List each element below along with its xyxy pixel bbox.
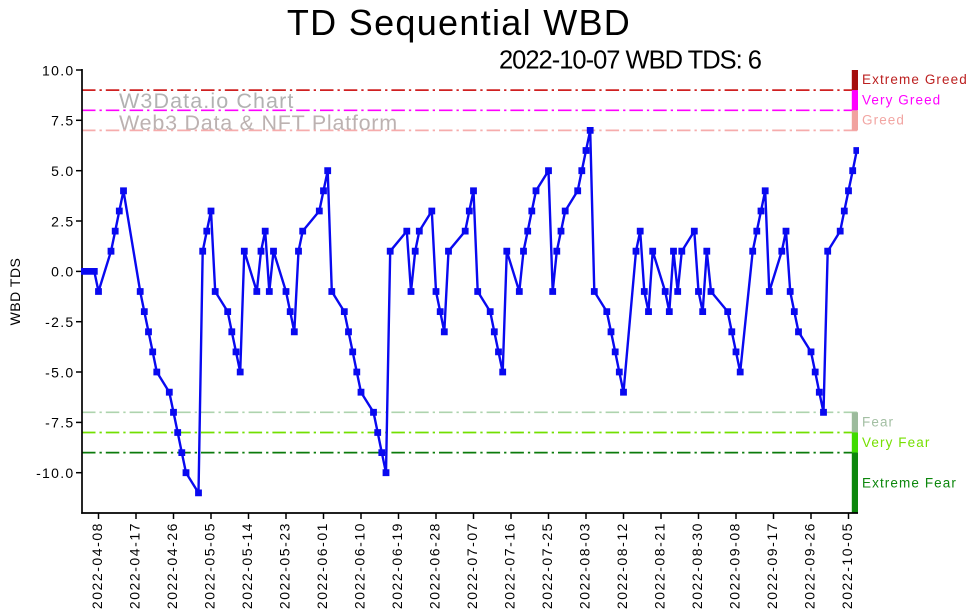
svg-text:10.0: 10.0 (42, 62, 74, 78)
svg-text:7.5: 7.5 (51, 113, 74, 129)
svg-text:Extreme Greed: Extreme Greed (862, 72, 968, 87)
svg-text:2022-09-08: 2022-09-08 (727, 522, 743, 609)
svg-text:2022-09-17: 2022-09-17 (764, 522, 780, 609)
svg-text:5.0: 5.0 (51, 163, 74, 179)
svg-text:-5.0: -5.0 (45, 364, 74, 380)
svg-text:2022-07-25: 2022-07-25 (539, 522, 555, 609)
svg-text:2022-06-10: 2022-06-10 (352, 522, 368, 609)
svg-text:2022-05-05: 2022-05-05 (202, 522, 218, 609)
svg-text:2022-08-12: 2022-08-12 (614, 522, 630, 609)
svg-text:2022-07-07: 2022-07-07 (464, 522, 480, 609)
svg-text:2022-06-01: 2022-06-01 (314, 522, 330, 609)
svg-text:2022-06-19: 2022-06-19 (389, 522, 405, 609)
svg-text:Greed: Greed (862, 113, 905, 128)
svg-text:2022-04-08: 2022-04-08 (89, 522, 105, 609)
svg-text:2022-06-28: 2022-06-28 (427, 522, 443, 609)
svg-text:0.0: 0.0 (51, 264, 74, 280)
svg-text:2022-08-21: 2022-08-21 (652, 522, 668, 609)
svg-text:-2.5: -2.5 (45, 314, 74, 330)
svg-text:2022-10-05: 2022-10-05 (839, 522, 855, 609)
svg-text:Very Greed: Very Greed (862, 93, 941, 108)
svg-text:2022-05-14: 2022-05-14 (239, 522, 255, 609)
svg-text:Extreme Fear: Extreme Fear (862, 475, 957, 490)
svg-text:2022-04-17: 2022-04-17 (127, 522, 143, 609)
svg-text:2022-09-26: 2022-09-26 (802, 522, 818, 609)
svg-text:W3Data.io Chart: W3Data.io Chart (119, 89, 294, 113)
svg-text:2022-04-26: 2022-04-26 (164, 522, 180, 609)
svg-text:2022-08-03: 2022-08-03 (577, 522, 593, 609)
svg-text:2022-08-30: 2022-08-30 (689, 522, 705, 609)
svg-text:WBD TDS: WBD TDS (7, 258, 23, 326)
svg-text:2.5: 2.5 (51, 213, 74, 229)
svg-text:-7.5: -7.5 (45, 415, 74, 431)
svg-text:2022-05-23: 2022-05-23 (277, 522, 293, 609)
svg-text:-10.0: -10.0 (36, 465, 74, 481)
svg-text:Fear: Fear (862, 415, 894, 430)
svg-text:2022-10-07 WBD TDS: 6: 2022-10-07 WBD TDS: 6 (499, 47, 762, 75)
svg-text:TD Sequential WBD: TD Sequential WBD (287, 2, 631, 43)
svg-text:2022-07-16: 2022-07-16 (502, 522, 518, 609)
svg-text:Very Fear: Very Fear (862, 435, 930, 450)
